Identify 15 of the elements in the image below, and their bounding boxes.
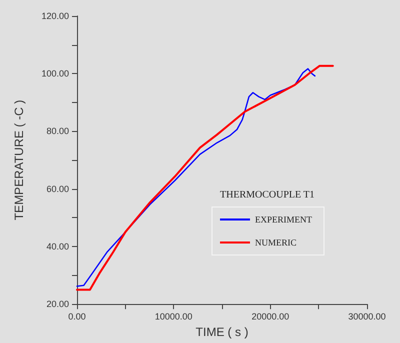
legend-title: THERMOCOUPLE T1 — [220, 190, 315, 200]
y-tick-label: 40.00 — [46, 241, 69, 252]
x-axis-title: TIME ( s ) — [196, 325, 248, 339]
y-axis-title: TEMPERATURE ( -C ) — [12, 100, 26, 220]
x-tick-label: 0.00 — [68, 312, 86, 322]
x-tick-label: 20000.00 — [252, 312, 290, 322]
y-tick-label: 80.00 — [46, 126, 69, 136]
x-tick-label: 10000.00 — [154, 312, 192, 322]
x-tick-label: 30000.00 — [348, 312, 386, 322]
y-tick-label: 120.00 — [41, 11, 69, 21]
y-tick-label: 60.00 — [46, 184, 69, 194]
y-tick-label: 100.00 — [41, 68, 69, 79]
legend-label: NUMERIC — [255, 238, 297, 248]
y-tick-label: 20.00 — [46, 299, 69, 310]
legend-label: EXPERIMENT — [255, 214, 312, 224]
